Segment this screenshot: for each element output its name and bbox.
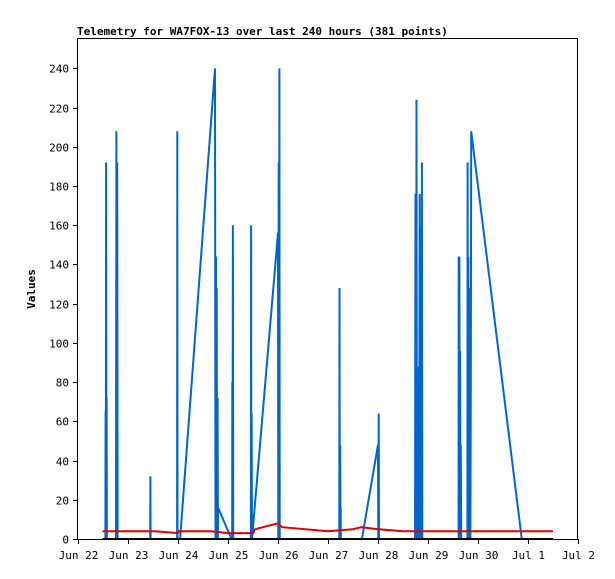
chart-title: Telemetry for WA7FOX-13 over last 240 ho…: [77, 25, 448, 38]
y-tick-label: 220: [49, 103, 69, 116]
y-tick-label: 40: [56, 456, 69, 469]
y-tick-label: 0: [62, 534, 69, 547]
x-tick-label: Jun 30: [459, 549, 499, 562]
x-tick-label: Jun 25: [209, 549, 249, 562]
x-tick-label: Jun 24: [159, 549, 199, 562]
x-tick-label: Jun 27: [309, 549, 349, 562]
x-tick-label: Jun 26: [259, 549, 299, 562]
x-tick-label: Jun 22: [59, 549, 99, 562]
series-line-2: [102, 522, 553, 535]
y-tick-label: 80: [56, 377, 69, 390]
y-tick-label: 200: [49, 142, 69, 155]
y-tick-label: 240: [49, 63, 69, 76]
series-layer: [102, 68, 553, 540]
y-tick-label: 160: [49, 220, 69, 233]
y-tick-label: 140: [49, 259, 69, 272]
x-tick-label: Jun 23: [109, 549, 149, 562]
y-tick-label: 120: [49, 299, 69, 312]
plot-frame: [77, 38, 578, 540]
x-tick-label: Jun 29: [409, 549, 449, 562]
x-axis: Jun 22 Jun 23 Jun 24 Jun 25 Jun 26 Jun 27 Jun …: [59, 539, 595, 562]
y-axis: 0 20 40 60 80 100 120 140 160 180 200 220 240: [49, 63, 78, 547]
x-tick-label: Jul 1: [512, 549, 545, 562]
y-tick-label: 180: [49, 181, 69, 194]
x-tick-label: Jul 2: [562, 549, 595, 562]
y-tick-label: 100: [49, 338, 69, 351]
y-axis-label: Values: [25, 269, 38, 309]
y-tick-label: 20: [56, 495, 69, 508]
y-tick-label: 60: [56, 416, 69, 429]
x-tick-label: Jun 28: [359, 549, 399, 562]
series-line-1: [104, 68, 523, 540]
